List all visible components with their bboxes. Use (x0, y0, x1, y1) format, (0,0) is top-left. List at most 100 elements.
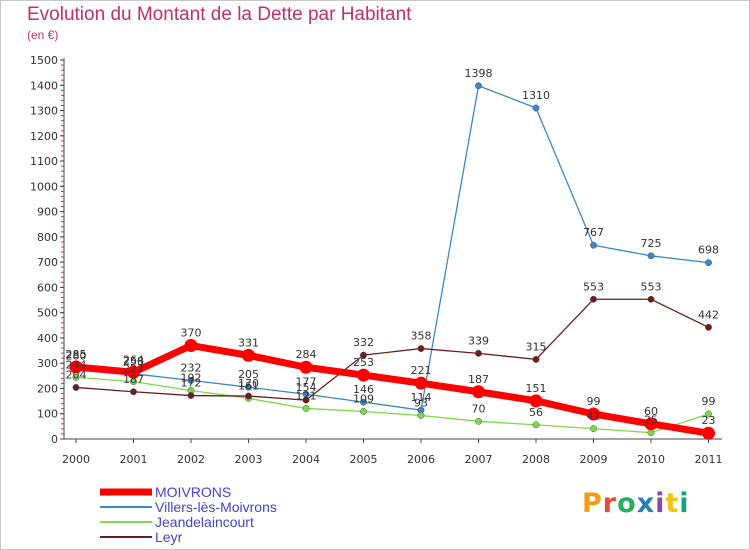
data-label: 151 (526, 382, 547, 395)
data-label: 146 (353, 383, 374, 396)
data-point (590, 425, 597, 433)
series-line-moivrons (75, 342, 710, 437)
data-label: 244 (66, 358, 87, 371)
x-tick-label: 2010 (637, 453, 665, 466)
y-tick-label: 1300 (30, 105, 58, 118)
y-tick-label: 1500 (30, 54, 58, 67)
y-tick-label: 200 (37, 382, 58, 395)
data-label: 172 (181, 377, 202, 390)
data-label: 253 (353, 356, 374, 369)
data-label: 1398 (465, 67, 493, 80)
data-point (187, 376, 195, 384)
legend: MOIVRONSVillers-lès-MoivronsJeandelainco… (100, 484, 277, 545)
data-label: 70 (472, 402, 486, 415)
data-point (475, 349, 482, 357)
y-tick-label: 300 (37, 357, 58, 370)
y-tick-label: 500 (37, 307, 58, 320)
data-point (475, 417, 482, 425)
y-tick-label: 1200 (30, 130, 58, 143)
data-label: 1310 (522, 89, 550, 102)
data-label: 187 (123, 373, 144, 386)
data-label: 285 (66, 348, 87, 361)
data-label: 280 (66, 349, 87, 362)
logo-letter: r (602, 488, 618, 519)
data-point (417, 412, 425, 419)
series-line-jeandelaincourt (75, 376, 709, 434)
data-point (529, 394, 543, 408)
data-point (242, 348, 255, 362)
data-point (72, 373, 80, 381)
data-label: 23 (702, 414, 716, 427)
data-point (245, 383, 252, 391)
data-label: 442 (698, 308, 719, 321)
data-point (587, 407, 600, 421)
data-label: 60 (644, 405, 658, 418)
data-point (414, 376, 428, 390)
data-label: 154 (296, 381, 317, 394)
data-point (360, 351, 367, 359)
data-point (532, 421, 540, 429)
x-tick-label: 2000 (62, 453, 90, 466)
x-tick-label: 2006 (407, 453, 435, 466)
legend-label: Leyr (155, 529, 183, 545)
data-label: 725 (641, 237, 662, 250)
data-label: 205 (238, 368, 259, 381)
logo-letter: t (665, 488, 680, 519)
series-layer (69, 82, 715, 440)
data-point (245, 392, 252, 400)
data-point (357, 368, 370, 382)
legend-label: MOIVRONS (155, 484, 231, 500)
y-tick-label: 0 (51, 433, 58, 446)
data-point (590, 295, 597, 303)
unit-label: (en €) (27, 28, 59, 42)
data-label: 170 (238, 377, 259, 390)
x-tick-label: 2002 (177, 453, 205, 466)
data-point (360, 398, 367, 406)
data-point (302, 396, 310, 404)
data-label: 258 (123, 355, 144, 368)
data-point (590, 241, 597, 249)
data-point (72, 384, 80, 391)
x-tick-label: 2001 (120, 453, 148, 466)
logo-letter: o (617, 488, 637, 519)
y-tick-label: 1100 (30, 155, 58, 168)
data-point (532, 355, 540, 363)
proxiti-logo: Proxiti (582, 488, 690, 519)
logo-letter: P (582, 488, 603, 519)
data-label: 56 (529, 406, 543, 419)
y-tick-label: 1400 (30, 79, 58, 92)
legend-label: Villers-lès-Moivrons (155, 499, 277, 515)
data-label: 93 (414, 397, 428, 410)
data-point (532, 104, 540, 112)
data-point (187, 392, 195, 399)
data-point (705, 259, 712, 267)
data-label: 227 (123, 363, 144, 376)
data-label: 221 (411, 364, 432, 377)
series-line-leyr (75, 298, 709, 401)
data-point (705, 410, 712, 418)
data-label: 264 (123, 353, 144, 366)
data-label: 25 (644, 414, 658, 427)
y-tick-label: 700 (37, 256, 58, 269)
y-tick-label: 800 (37, 231, 58, 244)
data-point (647, 429, 655, 437)
data-point (299, 360, 313, 374)
data-label: 192 (181, 371, 202, 384)
logo-letter: i (655, 488, 666, 519)
data-point (360, 408, 367, 415)
x-tick-label: 2007 (465, 453, 493, 466)
data-point (130, 388, 137, 396)
series-line-villers-l-s-moivrons (75, 85, 709, 411)
data-label: 161 (238, 379, 259, 392)
y-tick-label: 600 (37, 281, 58, 294)
data-point (472, 385, 485, 399)
x-tick-label: 2011 (695, 453, 723, 466)
data-point (127, 365, 140, 379)
x-tick-label: 2004 (292, 453, 320, 466)
x-tick-label: 2008 (522, 453, 550, 466)
logo-letter: x (636, 488, 656, 519)
data-point (647, 295, 655, 303)
data-label: 284 (296, 348, 317, 361)
